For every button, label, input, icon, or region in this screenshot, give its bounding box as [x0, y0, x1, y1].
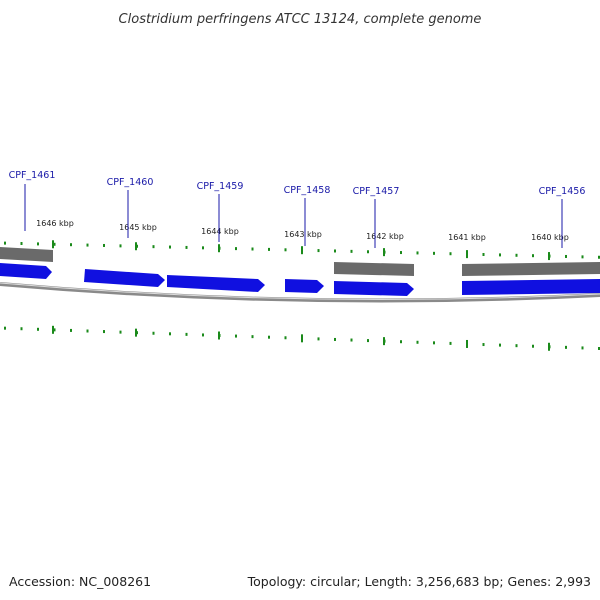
- reverse-gene-block: [0, 247, 53, 262]
- gene-label: CPF_1459: [197, 181, 244, 192]
- gene-labels: CPF_1461 CPF_1460 CPF_1459 CPF_1458 CPF_1457…: [9, 170, 586, 248]
- reverse-gene-block: [334, 262, 414, 276]
- tick-track: [4, 240, 600, 351]
- tick-label: 1644 kbp: [201, 227, 239, 236]
- gene-track: [0, 247, 600, 296]
- map-title: Clostridium perfringens ATCC 13124, comp…: [119, 12, 482, 27]
- forward-gene-arrow: [167, 275, 265, 292]
- accession-text: Accession: NC_008261: [9, 574, 151, 589]
- forward-gene-arrow: [462, 279, 600, 295]
- topology-text: Topology: circular; Length: 3,256,683 bp…: [247, 574, 591, 589]
- gene-label: CPF_1456: [539, 186, 586, 197]
- tick-label: 1642 kbp: [366, 232, 404, 241]
- forward-gene-arrow: [0, 263, 52, 279]
- tick-label: 1640 kbp: [531, 233, 569, 242]
- genome-backbone-highlight: [0, 282, 600, 300]
- forward-gene-arrow: [334, 281, 414, 296]
- gene-label: CPF_1461: [9, 170, 56, 181]
- tick-label: 1643 kbp: [284, 230, 322, 239]
- tick-label: 1646 kbp: [36, 219, 74, 228]
- genome-backbone: [0, 282, 600, 303]
- gene-label: CPF_1457: [353, 186, 400, 197]
- tick-labels: 1646 kbp 1645 kbp 1644 kbp 1643 kbp 1642 kbp…: [36, 219, 569, 242]
- tick-label: 1645 kbp: [119, 223, 157, 232]
- gene-label: CPF_1460: [107, 177, 154, 188]
- forward-gene-arrow: [84, 269, 165, 287]
- gene-label: CPF_1458: [284, 185, 331, 196]
- tick-label: 1641 kbp: [448, 233, 486, 242]
- forward-gene-arrow: [285, 279, 324, 293]
- reverse-gene-block: [462, 262, 600, 276]
